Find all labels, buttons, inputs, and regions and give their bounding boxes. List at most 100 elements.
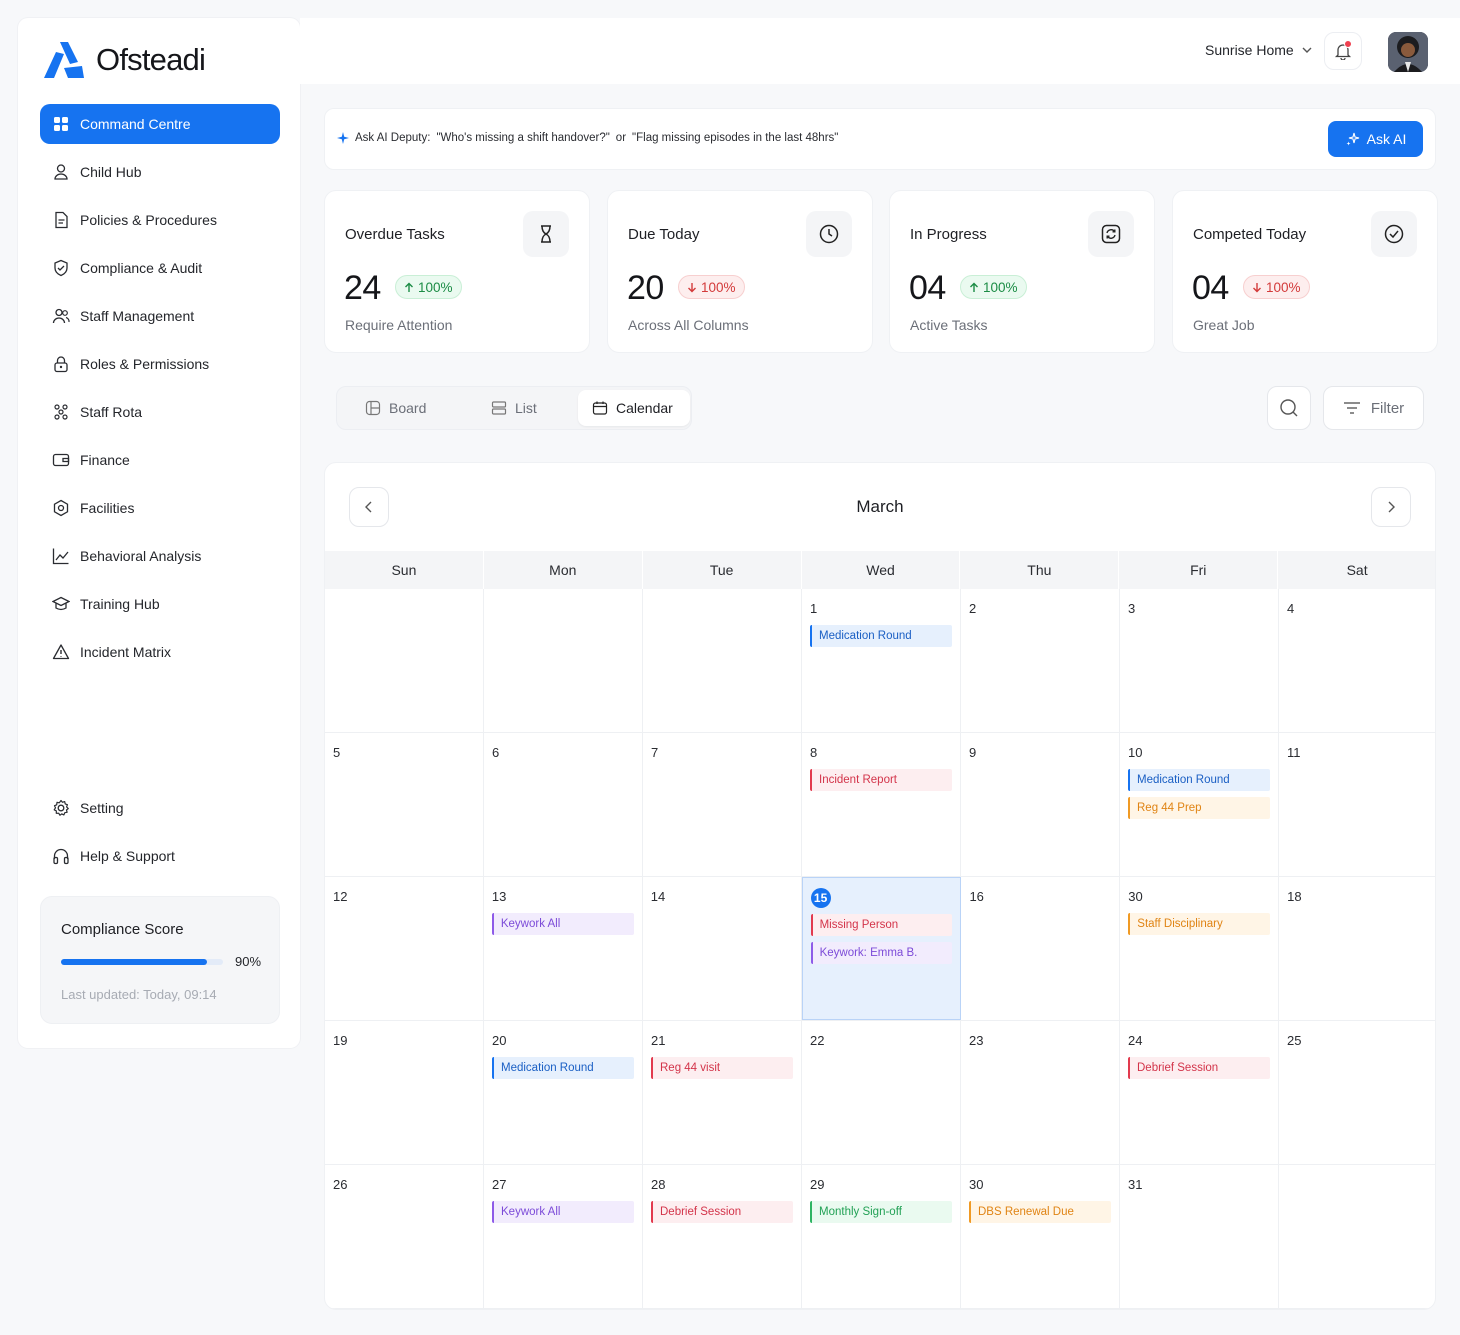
sidebar-item-policies-procedures[interactable]: Policies & Procedures [40,200,280,240]
calendar-event[interactable]: Reg 44 visit [651,1057,793,1079]
compliance-score-value: 90% [235,954,262,969]
calendar-day-cell[interactable]: 31 [1120,1165,1279,1308]
sidebar-item-setting[interactable]: Setting [40,788,280,828]
day-number: 24 [1128,1033,1143,1048]
sidebar-item-training-hub[interactable]: Training Hub [40,584,280,624]
calendar-event[interactable]: Incident Report [810,769,952,791]
calendar-event[interactable]: Monthly Sign-off [810,1201,952,1223]
calendar-event[interactable]: Medication Round [492,1057,634,1079]
calendar-event[interactable]: Keywork All [491,913,634,935]
ask-ai-button[interactable]: Ask AI [1328,121,1423,157]
calendar-day-cell[interactable]: 6 [484,733,643,876]
day-number: 10 [1128,745,1143,760]
calendar-day-cell[interactable]: 23 [961,1021,1120,1164]
logo[interactable]: Ofsteadi [42,40,206,80]
stat-card-competed-today[interactable]: Competed Today 04 100% Great Job [1172,190,1438,353]
weekday-label: Sun [325,551,484,589]
search-button[interactable] [1267,386,1311,430]
sidebar-item-staff-rota[interactable]: Staff Rota [40,392,280,432]
stat-trend-value: 100% [983,279,1018,295]
calendar-event[interactable]: Medication Round [1128,769,1270,791]
tab-board[interactable]: Board [351,390,440,426]
avatar[interactable] [1388,32,1428,72]
calendar-day-cell[interactable]: 11 [1279,733,1435,876]
calendar-day-cell[interactable]: 4 [1279,589,1435,732]
calendar-day-cell[interactable]: 28 Debrief Session [643,1165,802,1308]
home-selector[interactable]: Sunrise Home [1205,42,1314,58]
stat-card-overdue-tasks[interactable]: Overdue Tasks 24 100% Require Attention [324,190,590,353]
day-number-wrap: 8 [810,743,952,763]
day-number: 21 [651,1033,666,1048]
sidebar-item-roles-permissions[interactable]: Roles & Permissions [40,344,280,384]
calendar-day-cell[interactable]: 2 [961,589,1120,732]
calendar-week-row: 12 13 Keywork All 14 15 Missing Person Keywork… [325,877,1435,1021]
calendar-day-cell[interactable]: 8 Incident Report [802,733,961,876]
calendar-event[interactable]: Staff Disciplinary [1128,913,1271,935]
calendar-day-cell[interactable]: 16 [961,877,1121,1020]
chart-line-icon [52,548,69,565]
sidebar-item-child-hub[interactable]: Child Hub [40,152,280,192]
ai-deputy-prompt[interactable]: Ask AI Deputy: "Who's missing a shift ha… [337,132,838,144]
stat-card-in-progress[interactable]: In Progress 04 100% Active Tasks [889,190,1155,353]
day-number-wrap: 5 [333,743,475,763]
calendar-day-cell[interactable]: 26 [325,1165,484,1308]
sidebar-item-staff-management[interactable]: Staff Management [40,296,280,336]
day-number: 25 [1287,1033,1302,1048]
calendar-day-cell[interactable]: 12 [325,877,484,1020]
day-number: 22 [810,1033,825,1048]
calendar-day-cell[interactable]: 19 [325,1021,484,1164]
calendar-event[interactable]: Debrief Session [651,1201,793,1223]
sidebar-item-help-support[interactable]: Help & Support [40,836,280,876]
calendar-day-cell[interactable]: 29 Monthly Sign-off [802,1165,961,1308]
calendar-day-cell[interactable]: 14 [643,877,802,1020]
day-number: 5 [333,745,341,760]
sidebar-item-finance[interactable]: Finance [40,440,280,480]
day-number-wrap: 1 [810,599,952,619]
sidebar-item-compliance-audit[interactable]: Compliance & Audit [40,248,280,288]
calendar-day-cell[interactable]: 1 Medication Round [802,589,961,732]
calendar-day-cell[interactable]: 3 [1120,589,1279,732]
notifications-button[interactable] [1324,32,1362,70]
stat-card-due-today[interactable]: Due Today 20 100% Across All Columns [607,190,873,353]
calendar-day-cell[interactable]: 25 [1279,1021,1435,1164]
calendar-day-cell[interactable]: 21 Reg 44 visit [643,1021,802,1164]
sidebar-item-behavioral-analysis[interactable]: Behavioral Analysis [40,536,280,576]
calendar-event[interactable]: Debrief Session [1128,1057,1270,1079]
calendar-day-cell[interactable]: 10 Medication Round Reg 44 Prep [1120,733,1279,876]
calendar-event[interactable]: Medication Round [810,625,952,647]
tab-list[interactable]: List [477,390,551,426]
bottom-nav: Setting Help & Support [40,788,280,884]
calendar-day-cell[interactable]: 13 Keywork All [484,877,643,1020]
calendar-day-cell[interactable]: 15 Missing Person Keywork: Emma B. [801,877,962,1020]
calendar-event[interactable]: Reg 44 Prep [1128,797,1270,819]
calendar-day-cell[interactable]: 18 [1279,877,1435,1020]
next-month-button[interactable] [1371,487,1411,527]
calendar-event[interactable]: Keywork: Emma B. [810,942,953,964]
day-number: 8 [810,745,818,760]
calendar-day-cell[interactable]: 30 DBS Renewal Due [961,1165,1120,1308]
calendar-day-cell[interactable]: 27 Keywork All [484,1165,643,1308]
sidebar-item-label: Facilities [80,500,135,516]
stat-title: Competed Today [1193,226,1307,243]
prev-month-button[interactable] [349,487,389,527]
sidebar-item-label: Finance [80,452,130,468]
calendar-event[interactable]: Keywork All [492,1201,634,1223]
day-number: 12 [333,889,348,904]
sidebar-item-incident-matrix[interactable]: Incident Matrix [40,632,280,672]
calendar-day-cell[interactable]: 7 [643,733,802,876]
sidebar-item-facilities[interactable]: Facilities [40,488,280,528]
tab-calendar[interactable]: Calendar [578,390,690,426]
calendar-day-cell[interactable]: 22 [802,1021,961,1164]
main-nav: Command Centre Child Hub Policies & Proced… [40,104,280,680]
calendar-day-cell[interactable]: 9 [961,733,1120,876]
day-number: 31 [1128,1177,1143,1192]
calendar-day-cell[interactable]: 5 [325,733,484,876]
sidebar-item-command-centre[interactable]: Command Centre [40,104,280,144]
filter-button[interactable]: Filter [1323,386,1424,430]
calendar-event[interactable]: DBS Renewal Due [969,1201,1111,1223]
calendar-day-cell[interactable]: 30 Staff Disciplinary [1120,877,1280,1020]
stat-trend-badge: 100% [395,275,462,299]
calendar-event[interactable]: Missing Person [810,914,953,936]
calendar-day-cell[interactable]: 24 Debrief Session [1120,1021,1279,1164]
calendar-day-cell[interactable]: 20 Medication Round [484,1021,643,1164]
